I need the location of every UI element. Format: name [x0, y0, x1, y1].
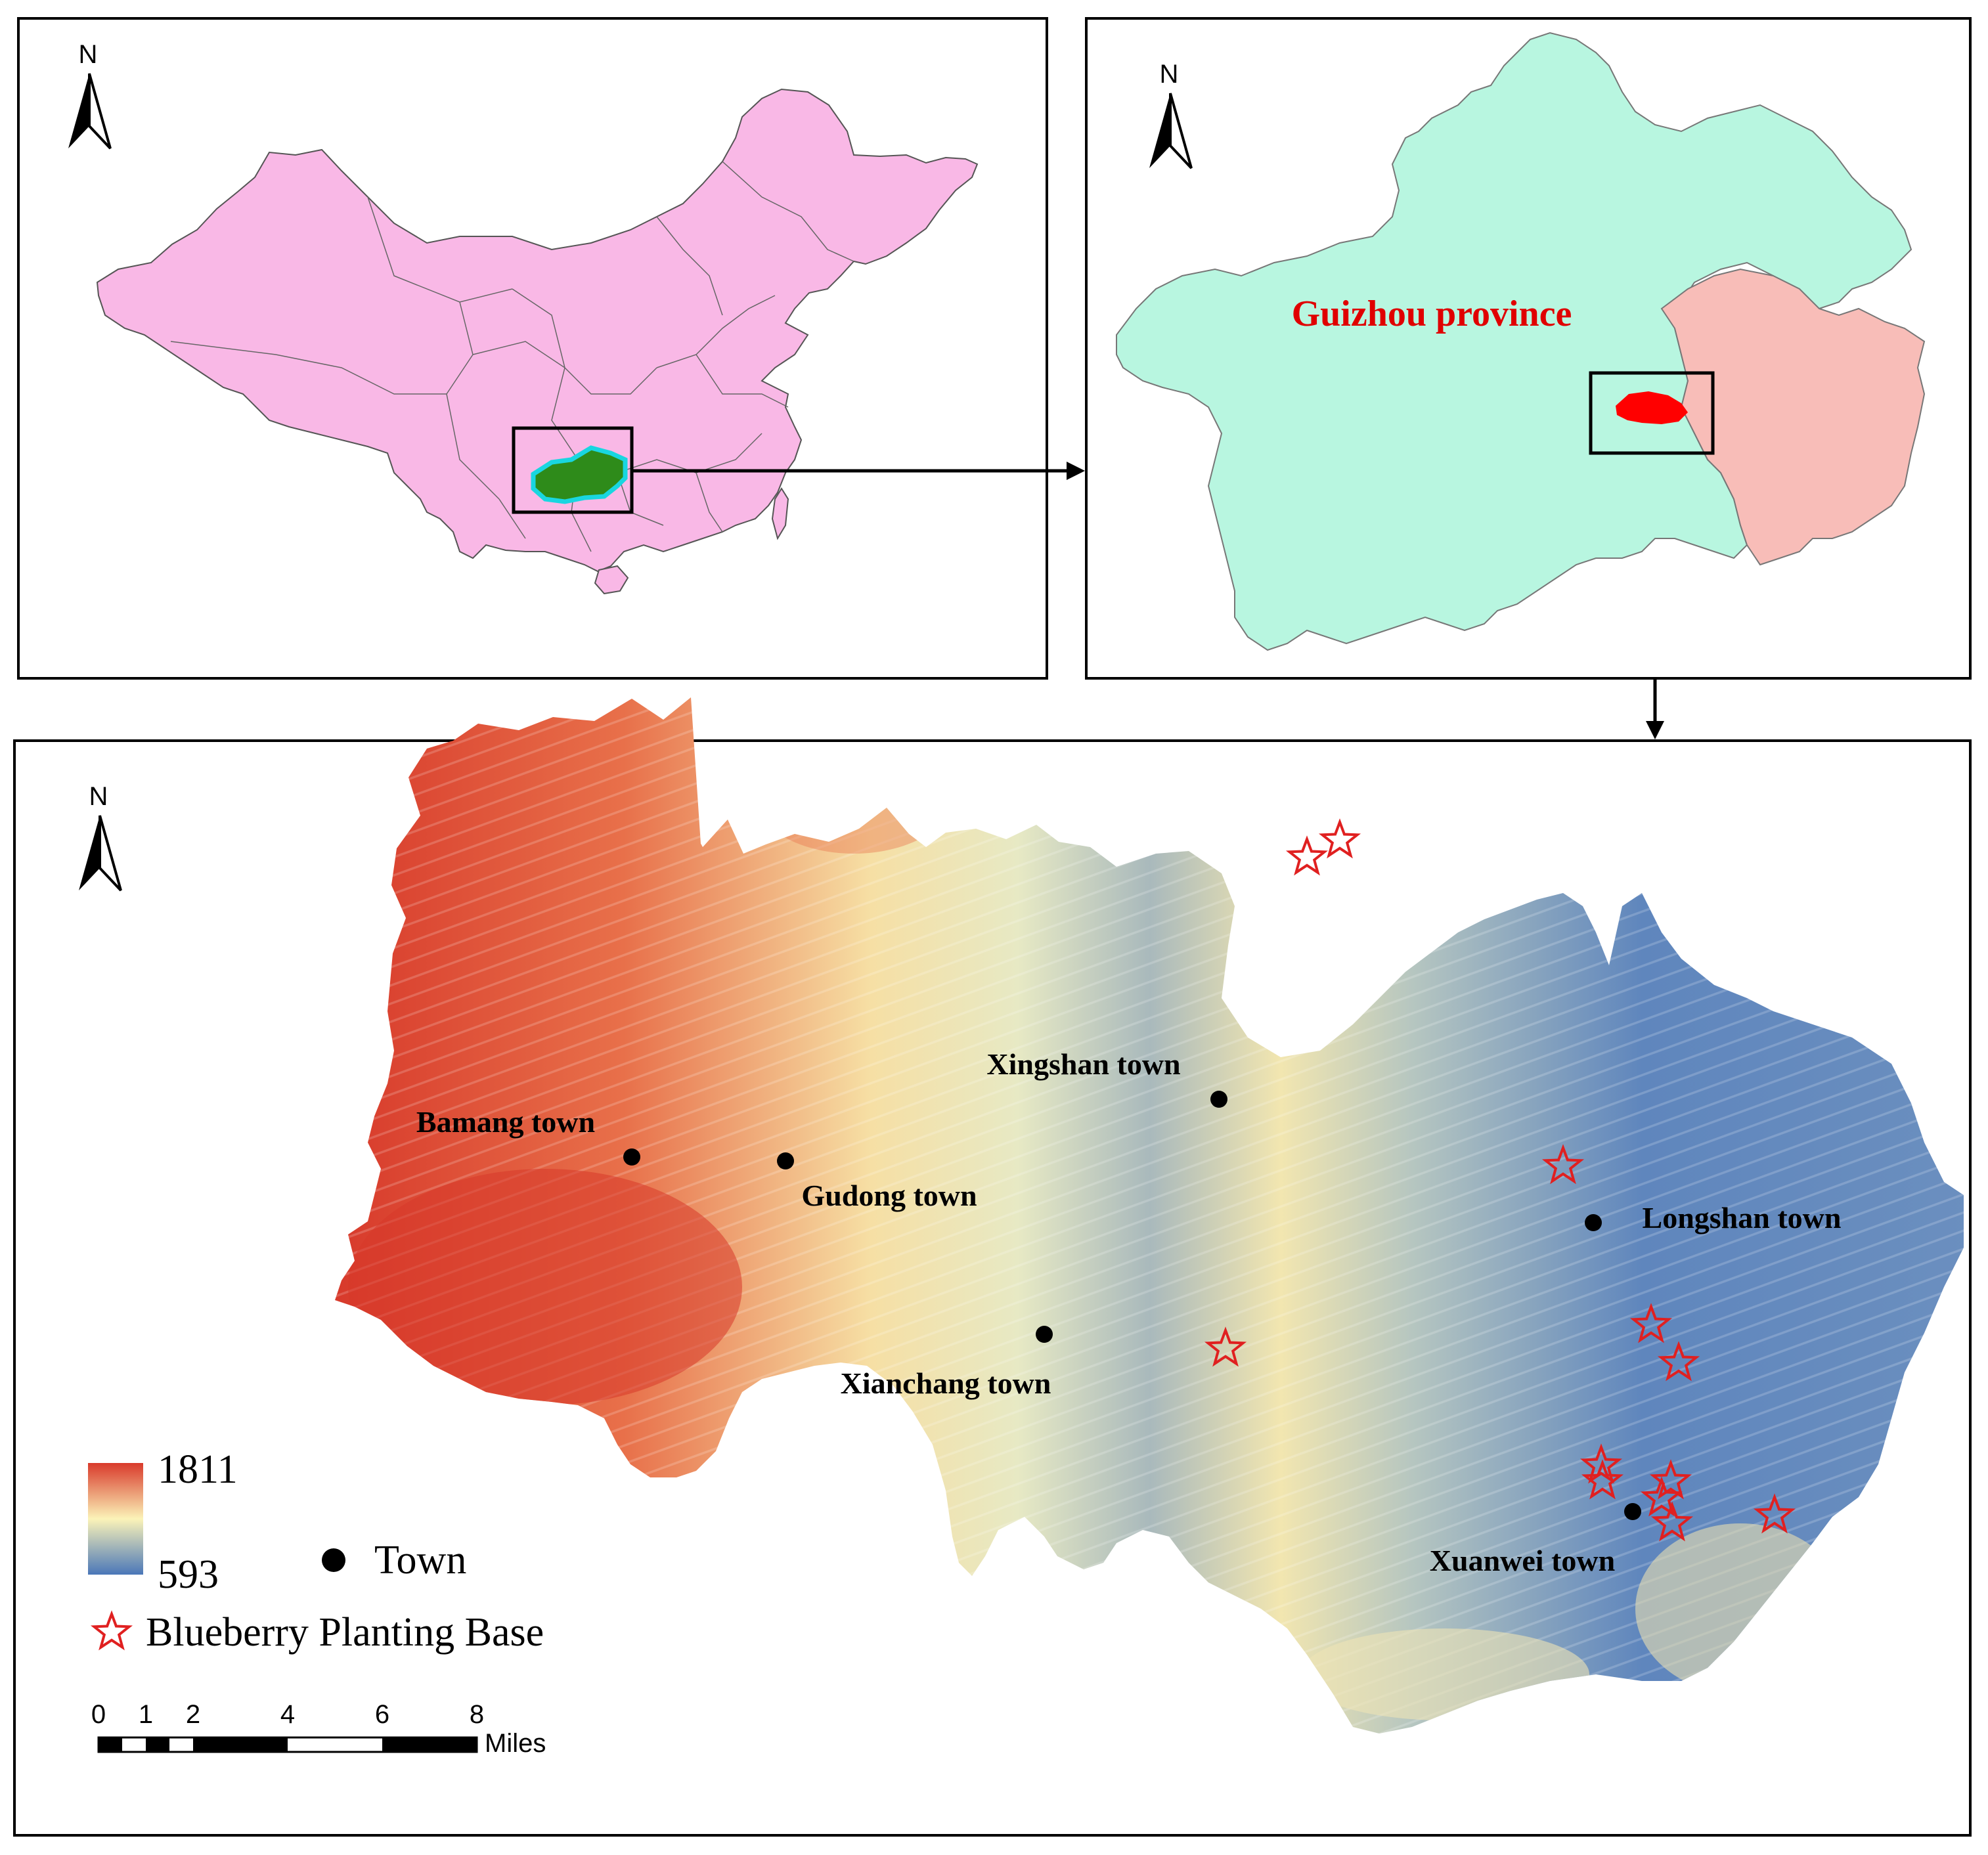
- china-map: [96, 88, 979, 573]
- town-label-gudong: Gudong town: [801, 1179, 977, 1212]
- town-label-longshan: Longshan town: [1643, 1201, 1842, 1234]
- blueberry-bases: [1204, 818, 1796, 1542]
- blueberry-base-star-icon: [1541, 1144, 1585, 1185]
- guizhou-province-label: Guizhou province: [1292, 294, 1572, 334]
- scale-unit: Miles: [485, 1729, 546, 1758]
- guizhou-panel: N Guizhou province: [1085, 17, 1972, 680]
- scale-tick: 8: [470, 1700, 484, 1729]
- blueberry-base-star-icon: [1629, 1303, 1673, 1343]
- town-bamang: Bamang town: [416, 1105, 640, 1166]
- hainan: [594, 565, 629, 595]
- scale-tick: 0: [91, 1700, 106, 1729]
- town-xuanwei: Xuanwei town: [1430, 1503, 1641, 1577]
- town-label-bamang: Bamang town: [416, 1105, 595, 1139]
- legend-base-label: Blueberry Planting Base: [146, 1610, 544, 1655]
- legend-town-dot: [322, 1548, 345, 1572]
- town-label-xingshan: Xingshan town: [986, 1047, 1180, 1081]
- legend-elev-min: 593: [158, 1552, 219, 1597]
- legend-elev-max: 1811: [158, 1447, 238, 1492]
- scale-tick: 6: [375, 1700, 389, 1729]
- blueberry-base-star-icon: [1204, 1326, 1247, 1367]
- town-xingshan: Xingshan town: [986, 1047, 1227, 1108]
- blueberry-base-star-icon: [1285, 835, 1329, 876]
- study-area-locator-box: [1589, 371, 1715, 455]
- taiwan: [771, 487, 789, 540]
- study-area-in-guizhou: [1616, 391, 1688, 424]
- blueberry-base-star-icon: [1579, 1443, 1623, 1484]
- north-label: N: [79, 40, 98, 69]
- scale-tick: 2: [186, 1700, 200, 1729]
- blueberry-base-star-icon: [1753, 1493, 1796, 1534]
- blueberry-base-star-icon: [1581, 1459, 1624, 1500]
- town-markers: Bamang town Gudong town Xingshan town Xi…: [416, 1047, 1842, 1577]
- north-arrow: N: [68, 40, 112, 150]
- town-label-xianchang: Xianchang town: [841, 1366, 1051, 1400]
- neighbor-province-map: [1660, 268, 1926, 566]
- blueberry-base-star-icon: [1657, 1341, 1700, 1382]
- north-label: N: [1160, 60, 1179, 89]
- scale-tick: 4: [280, 1700, 295, 1729]
- scale-bar: 0 1 2 4 6 8 Miles: [91, 1700, 546, 1758]
- blueberry-base-star-icon: [1318, 818, 1361, 859]
- town-xianchang: Xianchang town: [841, 1326, 1053, 1400]
- legend-star-shape: [90, 1610, 133, 1651]
- blueberry-base-star-icon: [1650, 1501, 1694, 1542]
- blueberry-base-star-icon: [1640, 1476, 1683, 1517]
- scale-tick: 1: [139, 1700, 153, 1729]
- north-label: N: [89, 782, 108, 811]
- legend: 1811 593 Town Blueberry Planting Base: [88, 1447, 544, 1655]
- north-arrow: N: [1149, 60, 1193, 169]
- town-longshan: Longshan town: [1585, 1201, 1841, 1234]
- elevation-ramp: [88, 1463, 143, 1575]
- town-label-xuanwei: Xuanwei town: [1430, 1544, 1615, 1577]
- town-gudong: Gudong town: [777, 1152, 977, 1212]
- study-area-panel: N Bamang town Gudong town Xin: [13, 697, 1972, 1837]
- legend-star-icon: [90, 1610, 133, 1651]
- north-arrow: N: [79, 782, 122, 892]
- legend-town-label: Town: [374, 1538, 466, 1582]
- guizhou-in-china: [531, 445, 628, 504]
- china-panel: N: [17, 17, 1048, 680]
- blueberry-base-star-icon: [1649, 1459, 1692, 1500]
